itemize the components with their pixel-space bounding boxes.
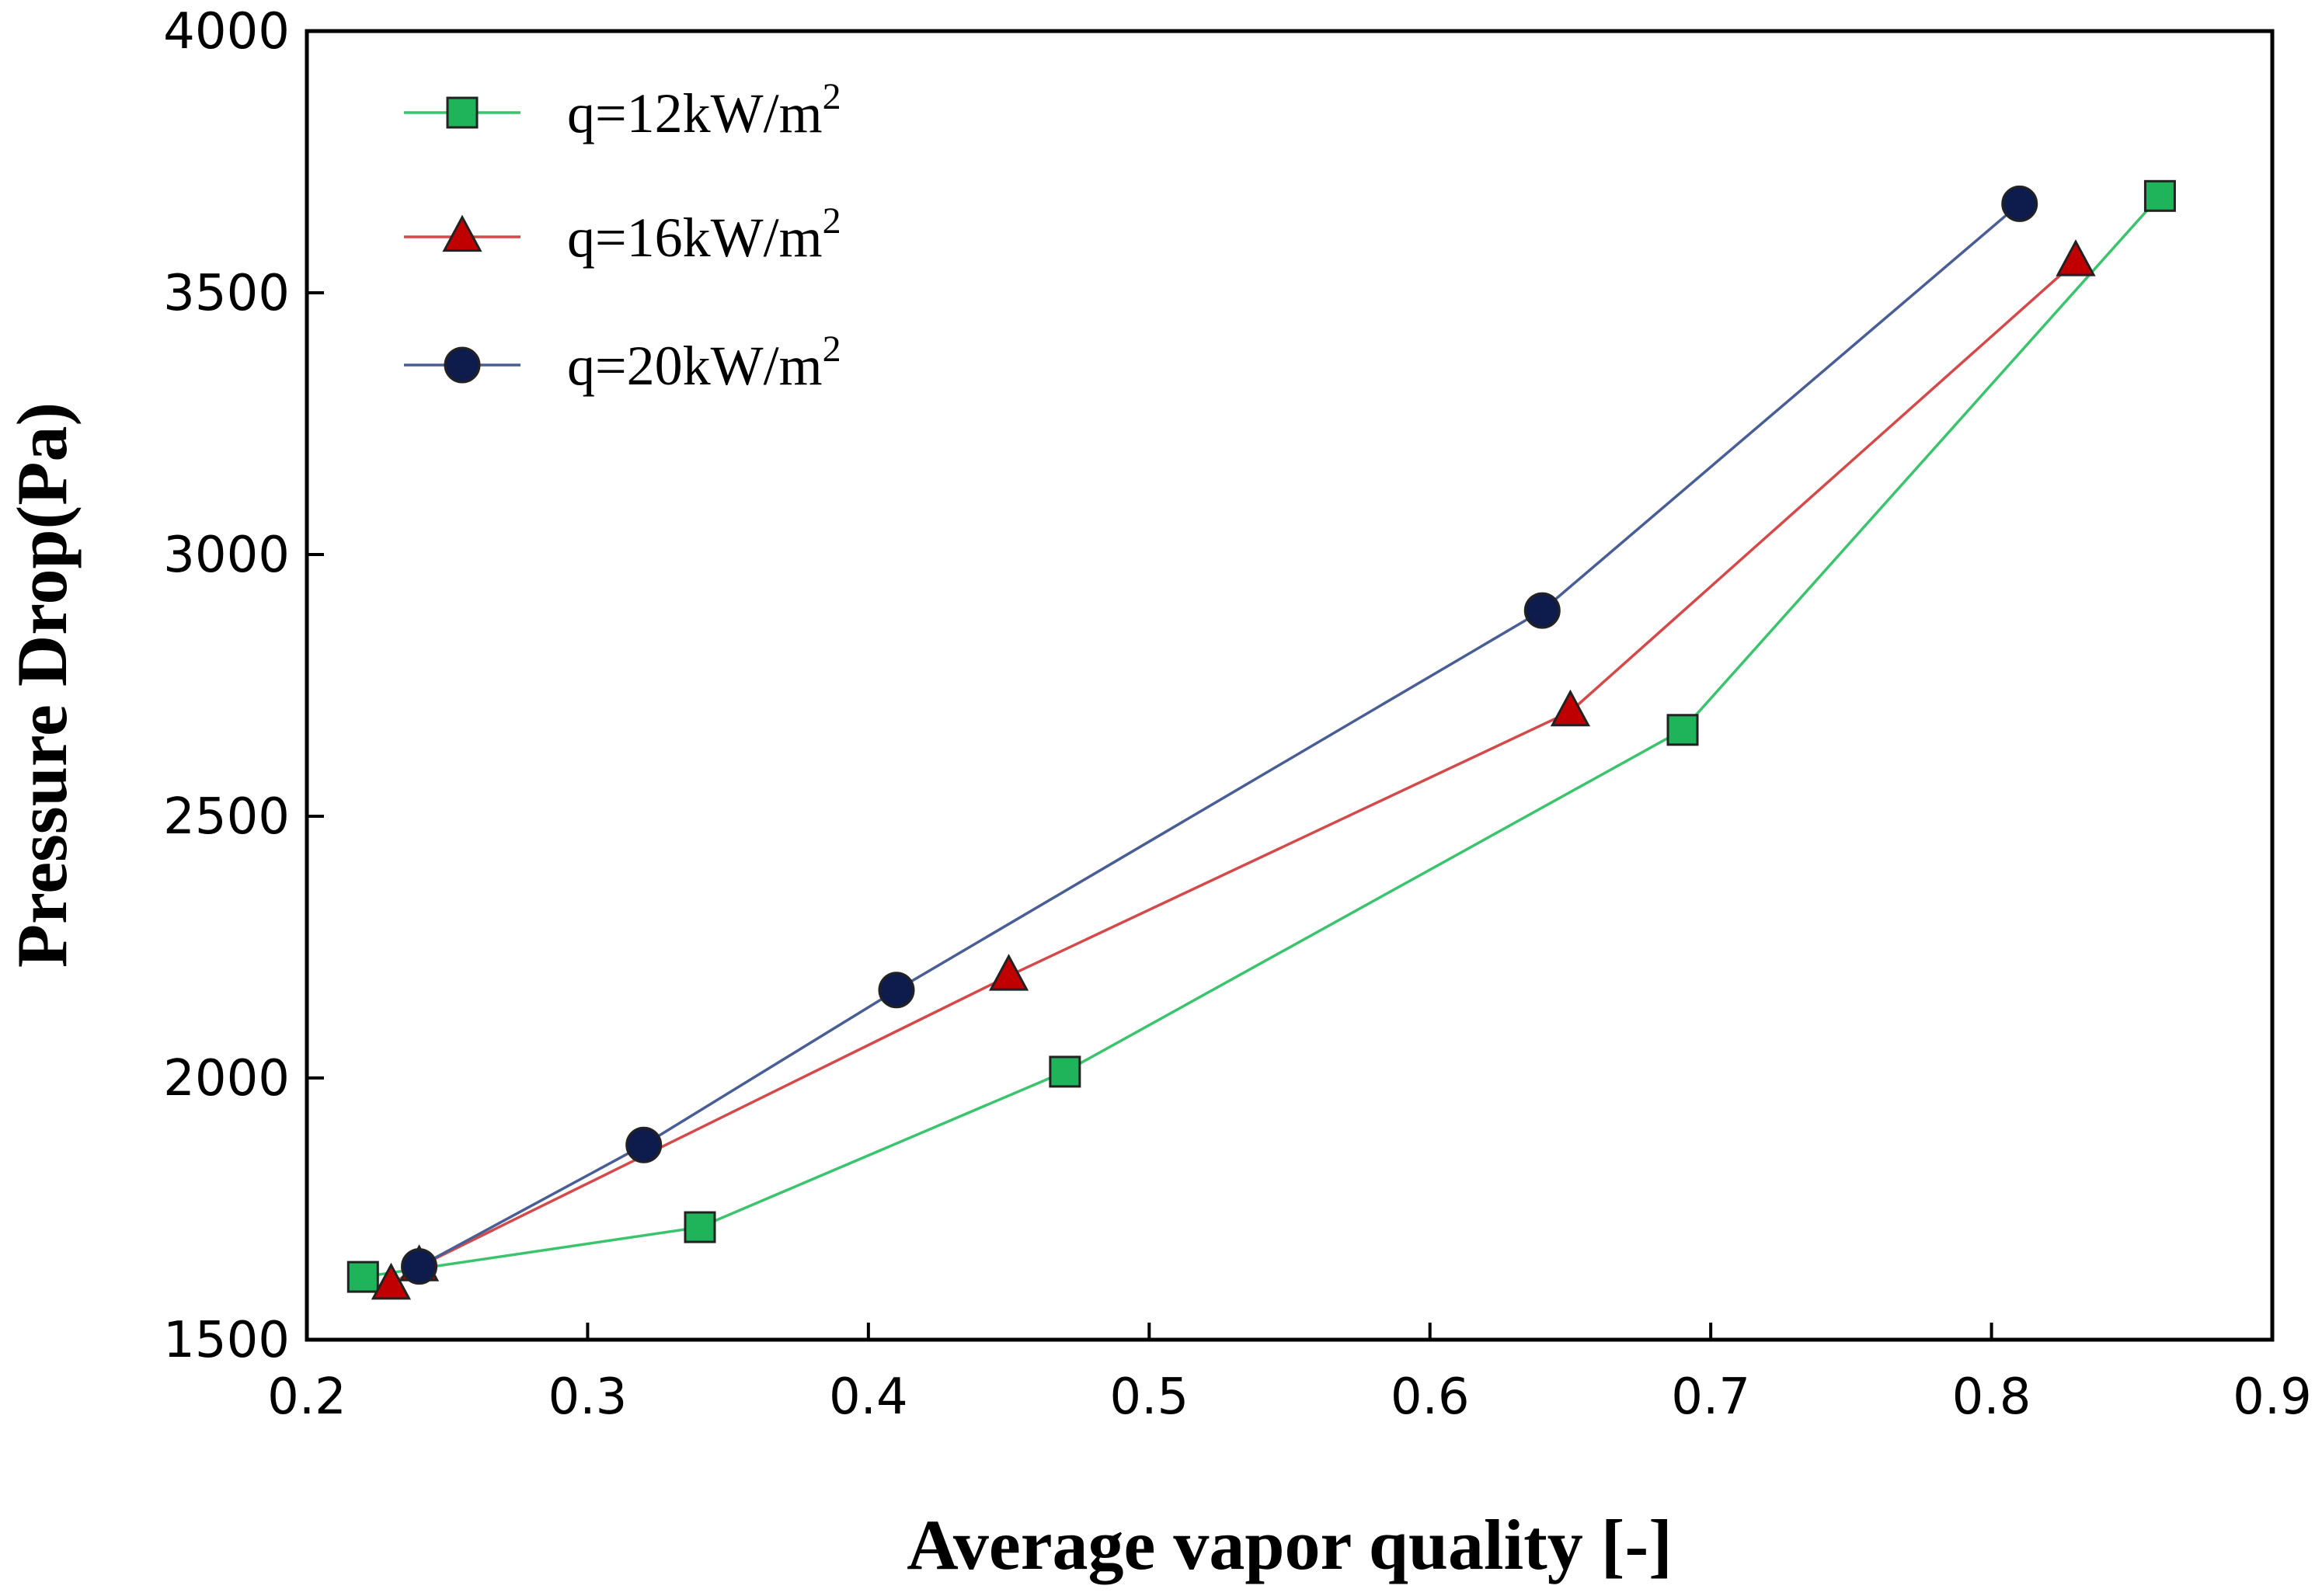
data-point-triangle-marker [371,1262,412,1300]
data-point-circle-marker [625,1126,663,1163]
data-point-triangle-marker [1550,689,1591,727]
legend-triangle-marker [442,214,482,252]
data-point-square-marker [346,1260,379,1293]
legend: q=12kW/m2q=16kW/m2q=20kW/m2 [404,76,841,397]
legend-label-superscript: 2 [823,76,841,117]
data-point-square-marker [684,1211,716,1243]
x-tick-label: 0.5 [1109,1368,1189,1426]
legend-label: q=12kW/m2 [567,76,841,144]
x-tick-label: 0.2 [267,1368,346,1426]
legend-label-text: q=12kW/m [567,82,823,144]
y-tick-label: 2500 [163,788,290,846]
y-axis-ticks: 1500 2000 2500 3000 3500 4000 [163,3,324,1369]
data-point-circle-marker [1523,592,1561,629]
data-point-circle-marker [401,1248,438,1285]
legend-label-text: q=20kW/m [567,335,823,397]
x-tick-label: 0.4 [829,1368,908,1426]
data-point-square-marker [1666,714,1699,746]
data-point-square-marker [2143,179,2176,212]
x-axis-title: Average vapor quality [-] [907,1505,1672,1584]
legend-square-marker [446,96,479,129]
data-point-circle-marker [878,972,915,1009]
data-point-triangle-marker [988,954,1029,991]
plot-area [305,29,2275,1342]
x-tick-label: 0.8 [1952,1368,2031,1426]
y-tick-label: 2000 [163,1050,290,1107]
y-axis-title: Pressure Drop(Pa) [2,402,82,968]
y-tick-label: 3000 [163,527,290,584]
data-point-square-marker [1049,1055,1081,1088]
legend-label: q=20kW/m2 [567,329,841,397]
legend-circle-marker [444,346,481,384]
x-tick-label: 0.6 [1391,1368,1470,1426]
x-tick-label: 0.3 [548,1368,628,1426]
y-tick-label: 3500 [163,265,290,322]
legend-label: q=16kW/m2 [567,200,841,269]
legend-label-superscript: 2 [823,329,841,370]
data-point-circle-marker [2001,185,2038,222]
x-tick-label: 0.9 [2233,1368,2312,1426]
legend-label-superscript: 2 [823,200,841,242]
x-axis-ticks: 0.2 0.3 0.4 0.5 0.6 0.7 0.8 0.9 [267,1323,2312,1426]
legend-label-text: q=16kW/m [567,207,823,269]
data-point-triangle-marker [2056,239,2096,276]
x-tick-label: 0.7 [1671,1368,1750,1426]
y-tick-label: 1500 [163,1312,290,1369]
y-tick-label: 4000 [163,3,290,61]
series-markers [346,179,2176,1300]
